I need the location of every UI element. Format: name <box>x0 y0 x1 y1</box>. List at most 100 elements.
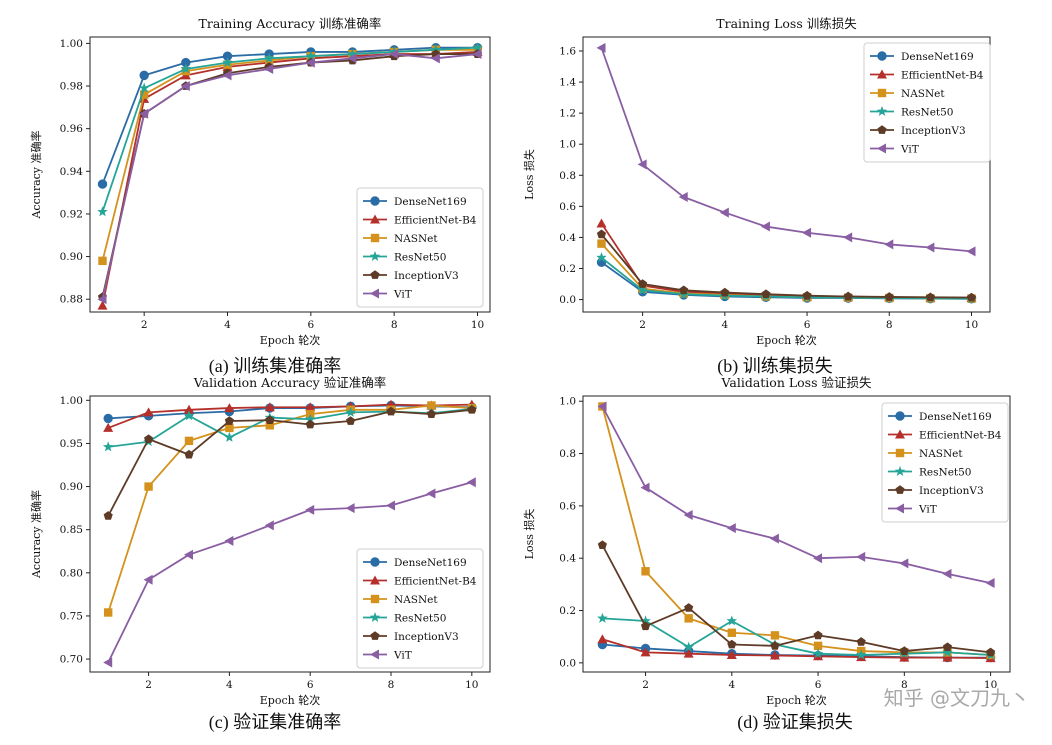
data-point <box>596 42 606 53</box>
data-point <box>813 553 823 564</box>
y-tick-label: 0.70 <box>60 654 83 666</box>
legend-box <box>863 42 991 163</box>
data-point <box>843 291 853 301</box>
series-vit <box>596 42 976 257</box>
series-line <box>600 256 972 300</box>
y-tick-label: 1.00 <box>60 38 83 50</box>
y-tick-label: 0.4 <box>559 553 576 565</box>
legend-marker <box>370 594 380 604</box>
data-point <box>466 477 476 488</box>
data-point <box>641 567 650 576</box>
data-point <box>184 436 194 446</box>
plot-frame <box>582 36 991 313</box>
series-densenet169 <box>597 639 996 663</box>
legend-marker <box>895 429 905 439</box>
data-point <box>727 639 737 649</box>
data-point <box>683 641 694 652</box>
legend-label: EfficientNet-B4 <box>919 429 1002 441</box>
series-line <box>101 46 478 213</box>
y-tick-label: 1.0 <box>559 139 576 151</box>
x-tick-label: 6 <box>815 679 822 691</box>
y-axis-label: Loss 损失 <box>522 509 536 560</box>
legend-label: InceptionV3 <box>394 270 459 282</box>
data-point <box>345 503 355 514</box>
data-point <box>103 511 113 520</box>
legend-marker <box>877 88 887 98</box>
data-point <box>769 533 779 544</box>
series-vit <box>597 401 995 589</box>
data-point <box>770 631 780 640</box>
y-tick-label: 0.92 <box>60 208 83 220</box>
data-point <box>345 406 356 417</box>
data-point <box>802 290 812 300</box>
y-tick-label: 0.88 <box>60 294 83 306</box>
x-tick-label: 4 <box>226 679 233 691</box>
data-point <box>143 407 154 417</box>
y-tick-label: 0.94 <box>60 166 84 178</box>
data-point <box>347 48 358 59</box>
data-point <box>183 404 194 414</box>
data-point <box>180 81 190 92</box>
data-point <box>265 421 274 430</box>
legend-label: DenseNet169 <box>394 196 467 208</box>
data-point <box>843 232 853 243</box>
data-point <box>144 482 153 491</box>
y-tick-label: 0.85 <box>60 524 83 536</box>
data-point <box>427 401 436 410</box>
legend-label: NASNet <box>394 233 438 245</box>
chart-title: Training Loss 训练损失 <box>716 16 857 31</box>
x-tick-label: 2 <box>639 319 646 331</box>
legend: DenseNet169 EfficientNet-B4 NASNet ResNet50… <box>863 42 991 163</box>
y-tick-label: 0.90 <box>60 251 83 263</box>
data-point <box>760 221 770 232</box>
series-vit <box>103 477 476 668</box>
x-tick-label: 10 <box>465 679 478 691</box>
data-point <box>640 621 651 631</box>
y-tick-label: 0.0 <box>559 294 576 306</box>
data-point <box>802 227 812 238</box>
series-line <box>600 243 972 300</box>
data-point <box>640 615 651 626</box>
data-point <box>855 649 867 660</box>
legend-marker <box>877 69 887 79</box>
legend-label: EfficientNet-B4 <box>394 575 477 587</box>
data-point <box>597 540 607 550</box>
data-point <box>596 218 607 228</box>
legend-label: InceptionV3 <box>901 125 966 137</box>
data-point <box>813 630 823 640</box>
series-line <box>601 406 991 584</box>
x-axis-label: Epoch 轮次 <box>260 333 320 347</box>
y-tick-label: 0.8 <box>559 448 576 460</box>
series-line <box>101 53 478 300</box>
data-point <box>684 614 693 623</box>
data-point <box>942 652 953 662</box>
series-vit <box>97 49 482 305</box>
data-point <box>97 206 108 217</box>
legend-label: NASNet <box>901 88 945 100</box>
data-point <box>884 239 894 250</box>
data-point <box>597 401 607 412</box>
x-axis-label: Epoch 轮次 <box>260 693 320 707</box>
legend-marker <box>877 51 887 61</box>
data-point <box>98 256 107 266</box>
data-point <box>761 289 771 299</box>
series-line <box>601 544 991 654</box>
data-point <box>264 402 275 412</box>
data-point <box>138 82 150 93</box>
data-point <box>472 49 482 60</box>
data-point <box>346 416 356 425</box>
y-tick-label: 1.2 <box>559 108 576 120</box>
data-point <box>899 646 909 655</box>
chart-title: Validation Accuracy 验证准确率 <box>193 375 386 390</box>
data-point <box>720 287 730 297</box>
legend-marker <box>370 288 379 299</box>
data-point <box>925 292 935 302</box>
y-tick-label: 0.96 <box>60 123 84 135</box>
data-point <box>637 284 648 295</box>
data-point <box>769 650 780 660</box>
data-point <box>304 413 316 424</box>
data-point <box>103 657 113 668</box>
x-tick-label: 4 <box>728 679 735 691</box>
data-point <box>596 252 607 263</box>
